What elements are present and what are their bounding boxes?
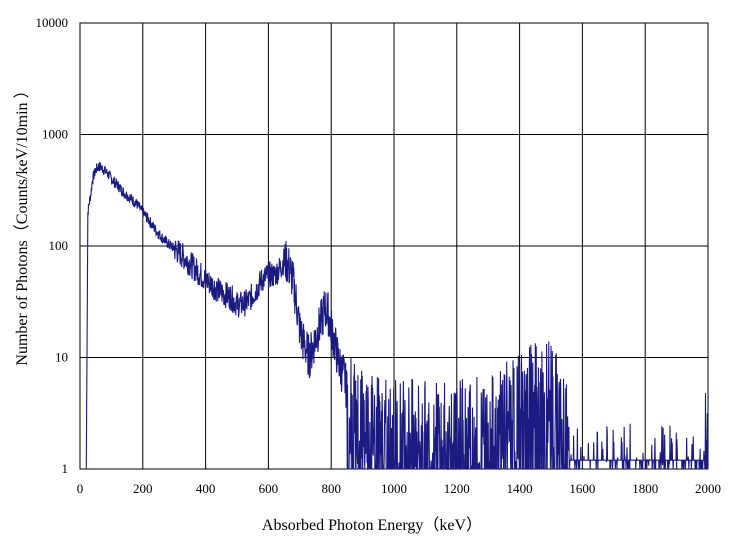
x-tick-label: 600 [259,481,279,496]
x-tick-label: 1000 [381,481,407,496]
y-tick-label: 1 [62,461,69,476]
x-tick-label: 2000 [695,481,721,496]
y-axis-ticks: 1 10 100 1000 10000 [36,15,69,476]
y-tick-label: 100 [49,238,69,253]
x-tick-label: 1400 [507,481,533,496]
x-tick-label: 200 [133,481,153,496]
y-tick-label: 1000 [42,127,68,142]
x-tick-label: 1800 [632,481,658,496]
x-tick-label: 400 [196,481,216,496]
x-tick-label: 1200 [444,481,470,496]
x-axis-label: Absorbed Photon Energy（keV） [262,516,482,534]
x-tick-label: 1600 [569,481,595,496]
x-tick-label: 0 [77,481,84,496]
y-axis-label: Number of Photons（Counts/keV/10min ） [13,82,31,365]
y-tick-label: 10000 [36,15,69,30]
y-tick-label: 10 [55,350,68,365]
x-tick-label: 800 [321,481,341,496]
x-axis-ticks: 0 200 400 600 800 1000 1200 1400 1600 1800 2000 [77,481,721,496]
spectrum-line [85,161,709,471]
